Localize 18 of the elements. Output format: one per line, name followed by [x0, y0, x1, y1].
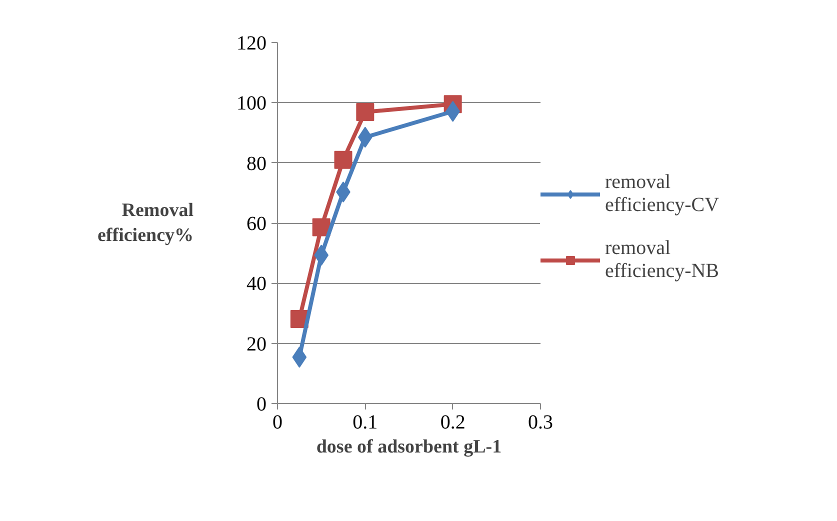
x-axis-title: dose of adsorbent gL-1 [316, 436, 502, 458]
y-tick-label: 120 [236, 32, 266, 54]
y-axis-title: Removal efficiency% [97, 200, 194, 246]
y-tick-label: 0 [256, 394, 266, 416]
y-tick-label: 100 [236, 92, 266, 115]
y-tick-label: 60 [246, 213, 266, 235]
y-tick-label: 80 [246, 152, 266, 175]
x-tick-label: 0 [272, 412, 282, 434]
point [356, 102, 374, 121]
point [334, 150, 352, 169]
x-tick-label: 0.3 [528, 412, 553, 434]
x-tick-label: 0.1 [352, 412, 378, 434]
y-tick-label: 20 [246, 333, 266, 356]
legend-label: removal efficiency-NB [605, 237, 720, 283]
point [312, 218, 330, 236]
x-tick-label: 0.2 [440, 412, 466, 434]
legend-label: removal efficiency-CV [605, 171, 720, 217]
y-tick-label: 40 [246, 273, 266, 296]
